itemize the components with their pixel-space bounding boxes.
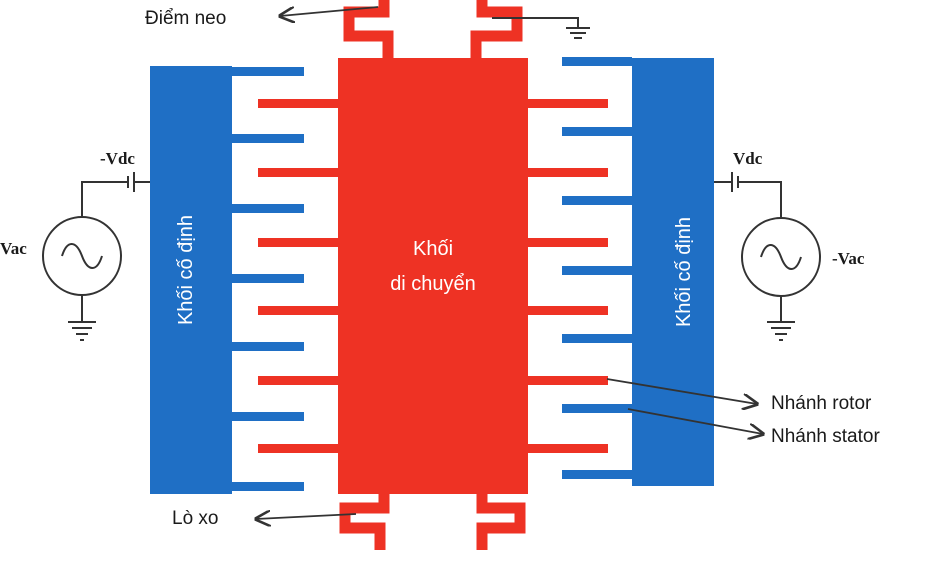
fixed-mass-right-label: Khối cố định [673,217,695,327]
vac-right-label: -Vac [832,249,865,268]
rotor-fingers [258,99,608,453]
rotor-finger-right-4 [528,306,608,315]
spring-arrow [256,514,357,519]
left-stator-finger-2 [232,134,304,143]
fixed-mass-left-label: Khối cố định [175,215,197,325]
spring-top-left [343,0,394,58]
rotor-finger-left-5 [258,376,338,385]
spring-bottom-right [476,494,526,550]
right-stator-finger-5 [562,334,632,343]
left-ac-sine-icon [61,243,103,269]
rotor-finger-right-6 [528,444,608,453]
right-stator-finger-4 [562,266,632,275]
left-stator-finger-5 [232,342,304,351]
rotor-finger-left-4 [258,306,338,315]
anchor-ground [492,17,590,39]
rotor-arrow [606,378,757,404]
left-stator [150,66,304,494]
vdc-left-label: -Vdc [100,149,135,168]
left-stator-finger-7 [232,482,304,491]
stator-finger-label: Nhánh stator [771,426,880,447]
right-circuit-wire-mid [739,181,782,218]
rotor-finger-left-1 [258,99,338,108]
left-stator-body [150,66,218,494]
left-stator-finger-4 [232,274,304,283]
rotor-finger-right-1 [528,99,608,108]
left-circuit [42,172,150,341]
rotor-finger-left-3 [258,238,338,247]
moving-mass-label-line2: di chuyển [390,273,476,295]
right-stator-finger-2 [562,127,632,136]
rotor-finger-right-5 [528,376,608,385]
right-ac-sine-icon [760,244,802,270]
vac-left-label: Vac [0,239,27,258]
rotor-finger-left-2 [258,168,338,177]
spring-bottom-left [339,494,390,550]
vdc-right-label: Vdc [733,149,763,168]
moving-mass [258,58,608,494]
left-stator-finger-6 [232,412,304,421]
left-stator-finger-1 [232,67,304,76]
top-springs [343,0,523,58]
moving-mass-label-line1: Khối [413,238,453,260]
spring-top-right [470,0,523,58]
anchor-ground-wire [492,17,579,28]
rotor-finger-right-3 [528,238,608,247]
right-stator-fingers [562,57,632,479]
moving-mass-body [338,58,528,494]
left-stator-fingers [232,67,304,491]
stator-arrow [627,408,763,434]
rotor-finger-label: Nhánh rotor [771,393,872,414]
annotation-arrows [256,6,763,519]
spring-label: Lò xo [172,508,218,529]
rotor-finger-right-2 [528,168,608,177]
anchor-label: Điểm neo [145,8,226,29]
left-stator-finger-3 [232,204,304,213]
right-stator-finger-3 [562,196,632,205]
bottom-springs [339,494,526,550]
left-circuit-wire-mid [81,181,127,217]
right-stator-finger-1 [562,57,632,66]
right-circuit [714,172,821,341]
right-stator-finger-6 [562,404,632,413]
right-stator-spine [632,58,648,486]
right-stator-finger-7 [562,470,632,479]
rotor-finger-left-6 [258,444,338,453]
anchor-arrow [280,6,379,16]
left-stator-spine [218,66,232,494]
